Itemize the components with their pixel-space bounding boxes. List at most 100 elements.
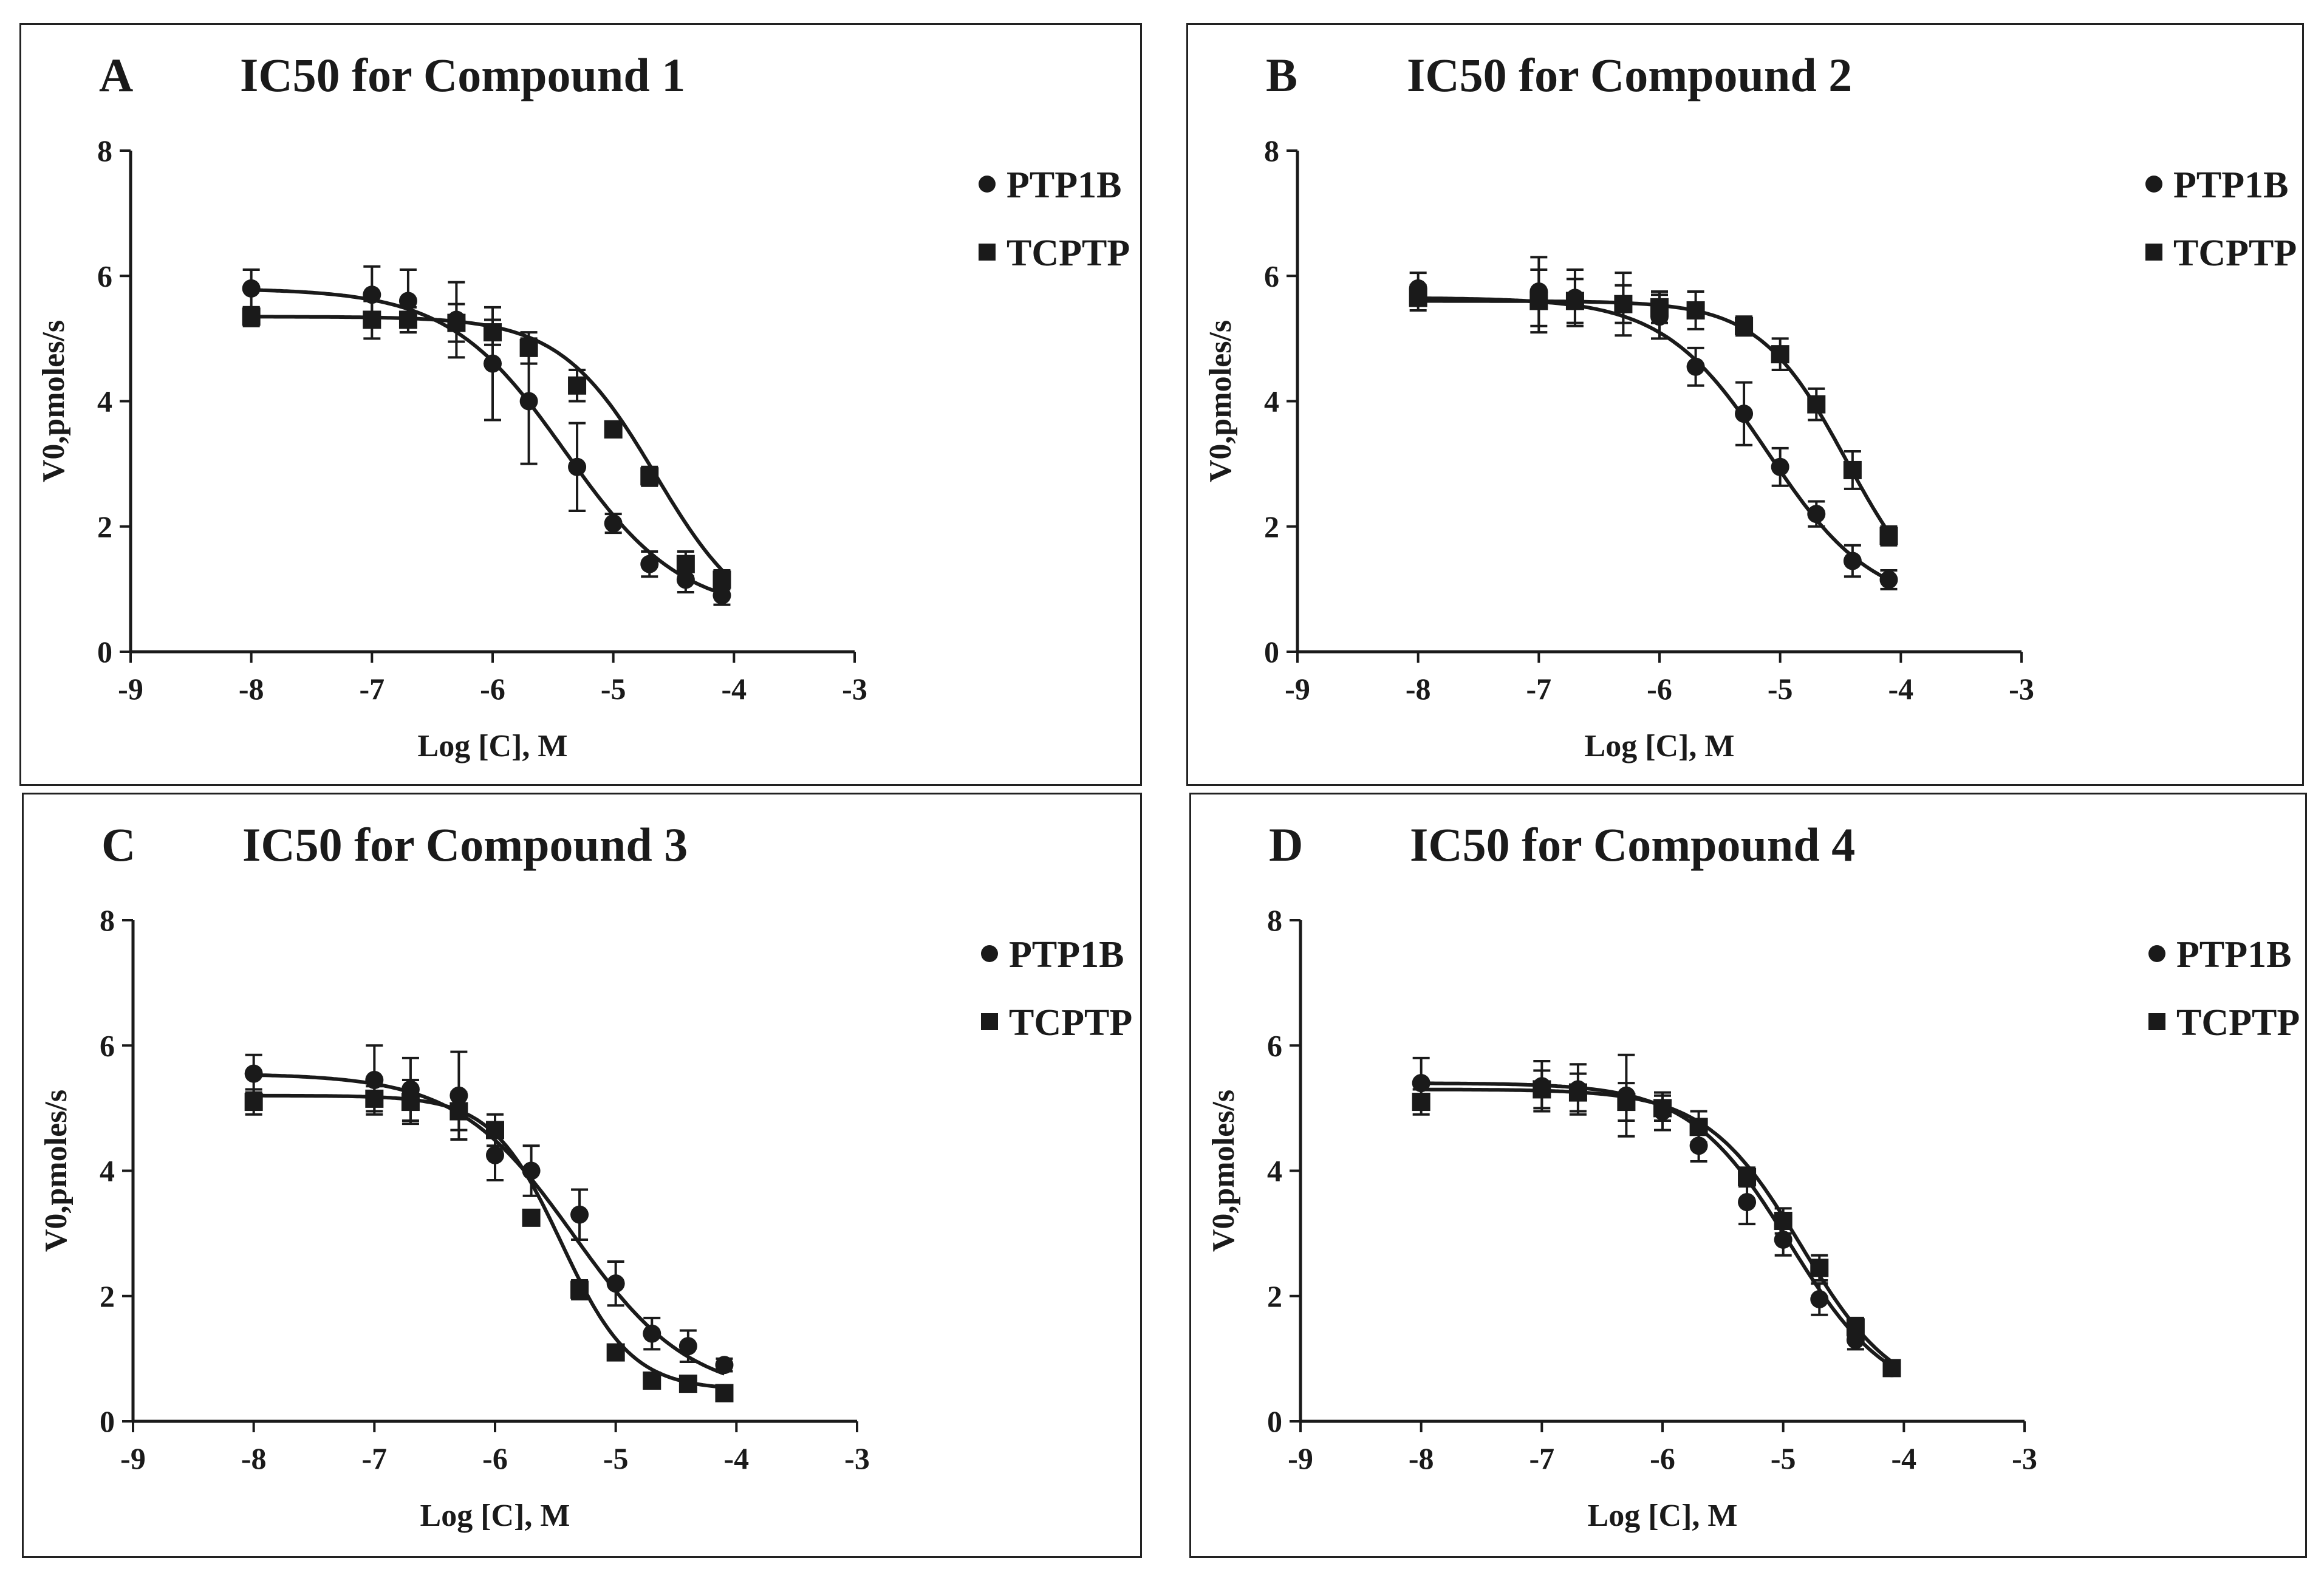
ptp1b-fit-curve — [1421, 1081, 1893, 1368]
tcptp-point — [1807, 395, 1826, 414]
legend-marker-circle — [2148, 945, 2165, 962]
tcptp-point — [1846, 1318, 1865, 1337]
ptp1b-point — [570, 1205, 589, 1224]
y-tick-label: 6 — [1264, 259, 1279, 293]
tcptp-point — [519, 338, 538, 357]
tcptp-point — [1565, 292, 1584, 310]
tcptp-point — [1686, 301, 1705, 319]
x-axis-label: Log [C], M — [418, 729, 568, 764]
tcptp-point — [447, 313, 466, 332]
legend-marker-square — [981, 1013, 998, 1030]
legend-marker-circle — [2145, 176, 2162, 193]
tcptp-point — [568, 376, 587, 395]
y-tick-label: 0 — [100, 1404, 115, 1438]
tcptp-point — [1653, 1099, 1672, 1118]
tcptp-point — [398, 310, 417, 329]
tcptp-point — [715, 1384, 734, 1402]
x-tick-label: -9 — [1288, 1441, 1313, 1475]
y-axis-label: V0,pmoles/s — [1206, 1090, 1241, 1252]
y-tick-label: 4 — [1264, 384, 1279, 419]
tcptp-point — [522, 1208, 541, 1227]
x-tick-label: -4 — [724, 1441, 750, 1475]
ptp1b-point — [715, 1356, 734, 1375]
y-tick-label: 6 — [1267, 1028, 1282, 1062]
x-tick-label: -7 — [1529, 1441, 1555, 1475]
x-axis-label: Log [C], M — [1588, 1498, 1738, 1533]
legend-marker-square — [2145, 244, 2162, 261]
x-tick-label: -7 — [1526, 672, 1552, 706]
panel-c: C IC50 for Compound 3 0 2 4 6 8 -9 -8 -7 -6 -5 -4 -… — [22, 793, 1142, 1558]
x-tick-label: -5 — [601, 672, 626, 706]
panel-a: A IC50 for Compound 1 0 2 4 6 8 -9 -8 -7 -6 -5 -4 -… — [19, 23, 1142, 786]
y-axis-label: V0,pmoles/s — [1203, 320, 1238, 482]
tcptp-point — [643, 1371, 661, 1390]
x-tick-label: -3 — [844, 1441, 870, 1475]
ptp1b-point — [365, 1070, 384, 1089]
y-tick-label: 6 — [97, 259, 112, 293]
legend-marker-circle — [981, 945, 998, 962]
tcptp-point — [570, 1280, 589, 1299]
x-tick-label: -9 — [118, 672, 143, 706]
x-tick-label: -7 — [360, 672, 385, 706]
tcptp-point — [640, 467, 659, 486]
ptp1b-point — [1686, 357, 1705, 376]
y-tick-label: 0 — [97, 635, 112, 669]
chart-title: IC50 for Compound 2 — [1407, 49, 1853, 101]
x-tick-label: -8 — [1409, 1441, 1434, 1475]
tcptp-point — [1689, 1118, 1708, 1136]
x-tick-label: -5 — [1771, 1441, 1796, 1475]
tcptp-point — [486, 1121, 504, 1139]
x-tick-label: -8 — [1406, 672, 1431, 706]
ptp1b-point — [244, 1064, 263, 1083]
x-tick-label: -3 — [2012, 1441, 2037, 1475]
y-tick-label: 8 — [1264, 134, 1279, 168]
ptp1b-point — [242, 279, 261, 298]
x-axis-label: Log [C], M — [420, 1498, 570, 1533]
panel-letter: A — [99, 49, 134, 101]
y-tick-label: 8 — [1267, 903, 1282, 937]
ptp1b-point — [519, 392, 538, 411]
chart-title: IC50 for Compound 3 — [242, 818, 688, 871]
ptp1b-point — [1735, 405, 1754, 423]
x-tick-label: -8 — [241, 1441, 267, 1475]
y-tick-label: 8 — [97, 134, 112, 168]
tcptp-point — [1412, 1093, 1430, 1112]
legend-label-ptp1b: PTP1B — [1006, 165, 1121, 206]
ptp1b-point — [1810, 1290, 1829, 1308]
ptp1b-point — [363, 285, 381, 304]
tcptp-point — [1617, 1093, 1636, 1112]
x-axis-label: Log [C], M — [1585, 729, 1735, 764]
legend-label-tcptp: TCPTP — [1009, 1002, 1132, 1044]
legend-label-tcptp: TCPTP — [2176, 1002, 2300, 1044]
y-tick-label: 8 — [100, 903, 115, 937]
panel-letter: D — [1269, 818, 1304, 871]
ptp1b-point — [676, 570, 695, 589]
legend-label-ptp1b: PTP1B — [2173, 165, 2288, 206]
ptp1b-point — [484, 354, 502, 373]
x-tick-label: -7 — [362, 1441, 388, 1475]
legend-label-tcptp: TCPTP — [1006, 233, 1130, 274]
tcptp-point — [1843, 460, 1862, 479]
ptp1b-point — [398, 292, 417, 310]
legend-label-tcptp: TCPTP — [2173, 233, 2297, 274]
y-tick-label: 4 — [97, 384, 112, 419]
x-tick-label: -6 — [480, 672, 505, 706]
tcptp-point — [1882, 1359, 1901, 1378]
x-tick-label: -4 — [1888, 672, 1914, 706]
x-tick-label: -6 — [482, 1441, 508, 1475]
panel-b: B IC50 for Compound 2 0 2 4 6 8 -9 -8 -7 -6 -5 -4 -… — [1186, 23, 2304, 786]
chart-b: 0 2 4 6 8 -9 -8 -7 -6 -5 -4 -3 Log [C], M V0,pmoles/s… — [1203, 134, 2297, 764]
x-tick-label: -3 — [842, 672, 867, 706]
ptp1b-point — [486, 1146, 504, 1164]
tcptp-point — [606, 1343, 625, 1362]
ptp1b-point — [604, 514, 623, 533]
chart-title: IC50 for Compound 4 — [1410, 818, 1856, 871]
tcptp-point — [1735, 316, 1754, 335]
legend-label-ptp1b: PTP1B — [1009, 934, 1124, 975]
ptp1b-point — [713, 586, 731, 605]
y-tick-label: 2 — [100, 1279, 115, 1313]
ptp1b-point — [643, 1324, 661, 1343]
x-tick-label: -9 — [120, 1441, 146, 1475]
ptp1b-fit-curve — [251, 288, 723, 596]
tcptp-fit-curve — [1418, 299, 1890, 534]
